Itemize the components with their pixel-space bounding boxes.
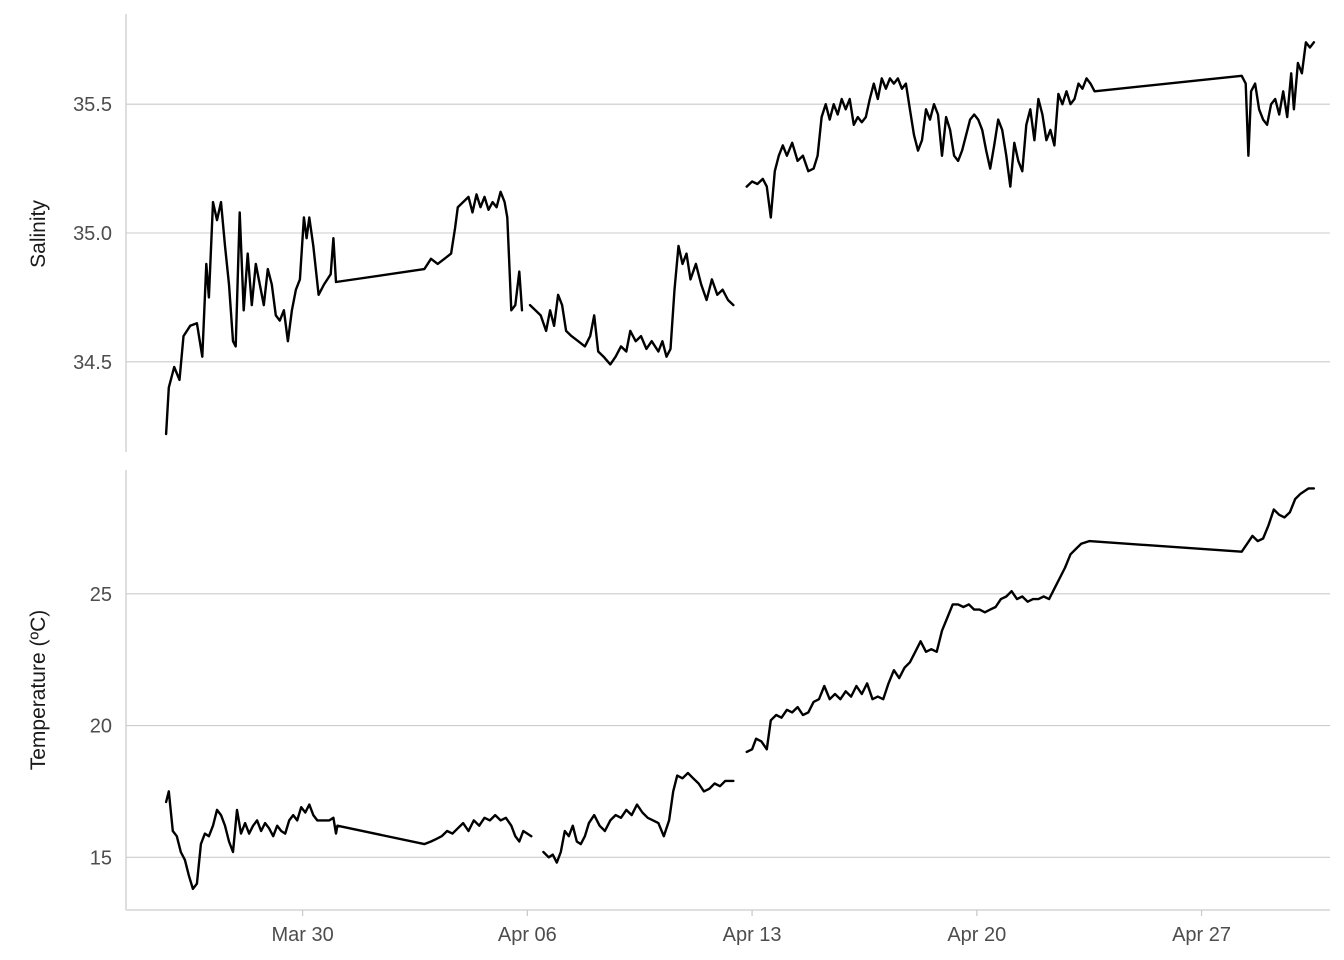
salinity-y-tick-labels: 34.5 35.0 35.5 [73,94,112,374]
salinity-panel: 34.5 35.0 35.5 Salinity [27,14,1330,452]
x-tick-label: Apr 13 [723,924,782,946]
x-tick-label: Mar 30 [271,924,333,946]
x-tick-labels: Mar 30 Apr 06 Apr 13 Apr 20 Apr 27 [271,924,1231,946]
temperature-gridlines [126,593,1330,858]
salinity-series-line [164,190,524,436]
temperature-series-line [745,487,1316,754]
salinity-y-tick-label: 35.5 [73,94,112,116]
salinity-y-tick-label: 34.5 [73,352,112,374]
salinity-y-axis-title: Salinity [27,200,50,268]
temperature-y-axis-title: Temperature (ºC) [27,610,50,771]
temperature-y-tick-label: 25 [90,584,112,606]
temperature-y-tick-label: 15 [90,847,112,869]
salinity-series [164,41,1316,436]
x-tick-label: Apr 27 [1172,924,1231,946]
x-tick-label: Apr 06 [498,924,557,946]
temperature-series-line [164,790,533,891]
temperature-y-tick-labels: 15 20 25 [90,584,112,869]
salinity-gridlines [126,103,1330,363]
salinity-series-line [528,244,735,366]
temperature-series [164,487,1316,891]
x-tick-marks [301,910,1203,916]
salinity-series-line [745,41,1316,219]
salinity-y-tick-label: 35.0 [73,223,112,245]
x-tick-label: Apr 20 [947,924,1006,946]
temperature-y-tick-label: 20 [90,716,112,738]
temperature-series-line [542,771,735,864]
temperature-panel: 15 20 25 Temperature (ºC) Mar 30 Apr 06 Apr … [27,470,1330,946]
